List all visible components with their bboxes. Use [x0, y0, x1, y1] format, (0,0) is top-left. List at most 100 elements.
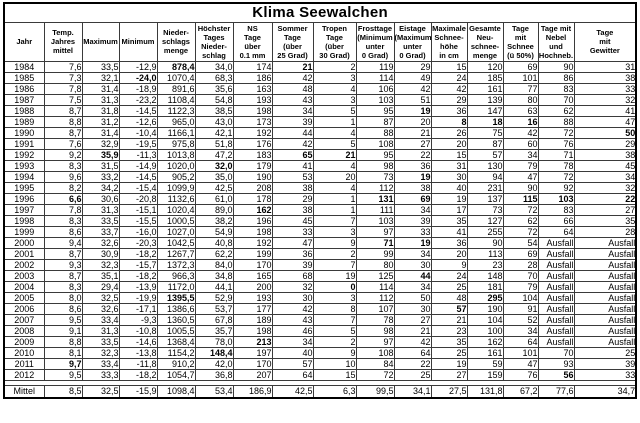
value-cell: 159 [466, 368, 504, 381]
value-cell: 60 [502, 137, 539, 150]
value-cell: 26 [430, 126, 468, 139]
value-cell: 208 [232, 181, 273, 194]
table-row: 1991 7,6 32,9 -19,5 975,8 51,8 176 42 5 108 27 20 87… [3, 137, 637, 150]
value-cell: 77 [502, 82, 539, 95]
value-cell: 200 [232, 280, 273, 293]
value-cell: -16,0 [118, 225, 158, 238]
value-cell: 36 [393, 159, 432, 172]
value-cell: 70 [537, 346, 575, 359]
value-cell: 173 [232, 115, 273, 128]
table-row: 2000 9,4 32,6 -20,3 1042,5 40,8 192 47 9 71 19 36 90… [3, 236, 637, 249]
value-cell: 19 [312, 269, 357, 282]
value-cell: 52,9 [194, 291, 234, 304]
value-cell: 21 [430, 313, 468, 326]
value-cell: 34,7 [573, 384, 637, 399]
row-label-cell: 1985 [3, 71, 45, 84]
value-cell: 878,4 [156, 60, 196, 73]
value-cell: 9 [312, 236, 357, 249]
value-cell: 30 [393, 302, 432, 315]
value-cell: 36 [271, 247, 314, 260]
value-cell: 25 [573, 346, 637, 359]
value-cell: 196 [232, 214, 273, 227]
value-cell: -19,5 [118, 137, 158, 150]
value-cell: 8,3 [43, 159, 83, 172]
value-cell: 170 [232, 357, 273, 370]
value-cell: 5 [312, 104, 357, 117]
value-cell: -13,8 [118, 346, 158, 359]
header-row: Jahr Temp. Jahres mittel Maximum Minimum Nie… [3, 21, 637, 62]
value-cell: 193 [232, 291, 273, 304]
value-cell: 190 [466, 302, 504, 315]
value-cell: 71 [537, 148, 575, 161]
page: Klima Seewalchen Jahr Temp. Jahres mittel… [2, 2, 638, 399]
value-cell: 3 [312, 93, 357, 106]
value-cell: 34,8 [194, 269, 234, 282]
row-label-cell: 2006 [3, 302, 45, 315]
value-cell: 8,2 [43, 181, 83, 194]
value-cell: 111 [355, 203, 395, 216]
value-cell: 35 [573, 214, 637, 227]
value-cell: Ausfall [537, 258, 575, 271]
value-cell: 1013,8 [156, 148, 196, 161]
value-cell: 33 [573, 82, 637, 95]
value-cell: -13,9 [118, 280, 158, 293]
value-cell: 33,5 [81, 214, 120, 227]
value-cell: Ausfall [573, 280, 637, 293]
row-label-cell: 2003 [3, 269, 45, 282]
value-cell: 7 [312, 313, 357, 326]
value-cell: 32,5 [81, 291, 120, 304]
value-cell: 198 [232, 324, 273, 337]
value-cell: 68,3 [194, 71, 234, 84]
value-cell: 1108,4 [156, 93, 196, 106]
value-cell: -15,4 [118, 181, 158, 194]
column-header: Maximum [81, 21, 120, 62]
value-cell: 119 [355, 60, 395, 73]
value-cell: 77,6 [537, 384, 575, 399]
value-cell: 162 [466, 335, 504, 348]
table-row: 1999 8,6 33,7 -16,0 1027,0 54,9 198 33 3 97 33 41 25… [3, 225, 637, 238]
value-cell: 8 [312, 302, 357, 315]
value-cell: 44,1 [194, 280, 234, 293]
value-cell: 197 [232, 346, 273, 359]
row-label-cell: 1991 [3, 137, 45, 150]
value-cell: 34 [393, 280, 432, 293]
value-cell: 84 [355, 357, 395, 370]
value-cell: 25 [430, 280, 468, 293]
value-cell: 8,7 [43, 104, 83, 117]
value-cell: 69 [502, 247, 539, 260]
value-cell: Ausfall [537, 247, 575, 260]
value-cell: 9,7 [43, 357, 83, 370]
row-label-cell: 1992 [3, 148, 45, 161]
value-cell: 61,0 [194, 192, 234, 205]
value-cell: 79 [502, 280, 539, 293]
value-cell: 108 [355, 346, 395, 359]
value-cell: 87 [355, 115, 395, 128]
value-cell: 42 [430, 82, 468, 95]
value-cell: 910,2 [156, 357, 196, 370]
value-cell: Ausfall [537, 269, 575, 282]
value-cell: 83 [537, 82, 575, 95]
value-cell: 32,0 [194, 159, 234, 172]
row-label-cell: 1994 [3, 170, 45, 183]
value-cell: 21 [393, 126, 432, 139]
value-cell: 93 [537, 357, 575, 370]
column-header: Minimum [118, 21, 158, 62]
value-cell: 3 [312, 71, 357, 84]
value-cell: 9,5 [43, 368, 83, 381]
value-cell: 24 [430, 71, 468, 84]
value-cell: 4 [312, 126, 357, 139]
value-cell: 1042,5 [156, 236, 196, 249]
table-row: 2012 9,5 33,3 -18,2 1054,7 36,8 207 64 15 72 25 27 1… [3, 368, 637, 381]
value-cell: 1098,4 [156, 384, 196, 399]
value-cell: 78 [537, 159, 575, 172]
value-cell: 48 [430, 291, 468, 304]
value-cell: 1 [312, 192, 357, 205]
value-cell: 8,6 [43, 225, 83, 238]
value-cell: 30,6 [81, 192, 120, 205]
value-cell: -18,2 [118, 368, 158, 381]
value-cell: 8,0 [43, 291, 83, 304]
value-cell: 33,4 [81, 313, 120, 326]
value-cell: 75 [466, 126, 504, 139]
table-row: 2006 8,6 32,6 -17,1 1386,6 53,7 177 42 8 107 30 57 1… [3, 302, 637, 315]
value-cell: 33 [271, 225, 314, 238]
